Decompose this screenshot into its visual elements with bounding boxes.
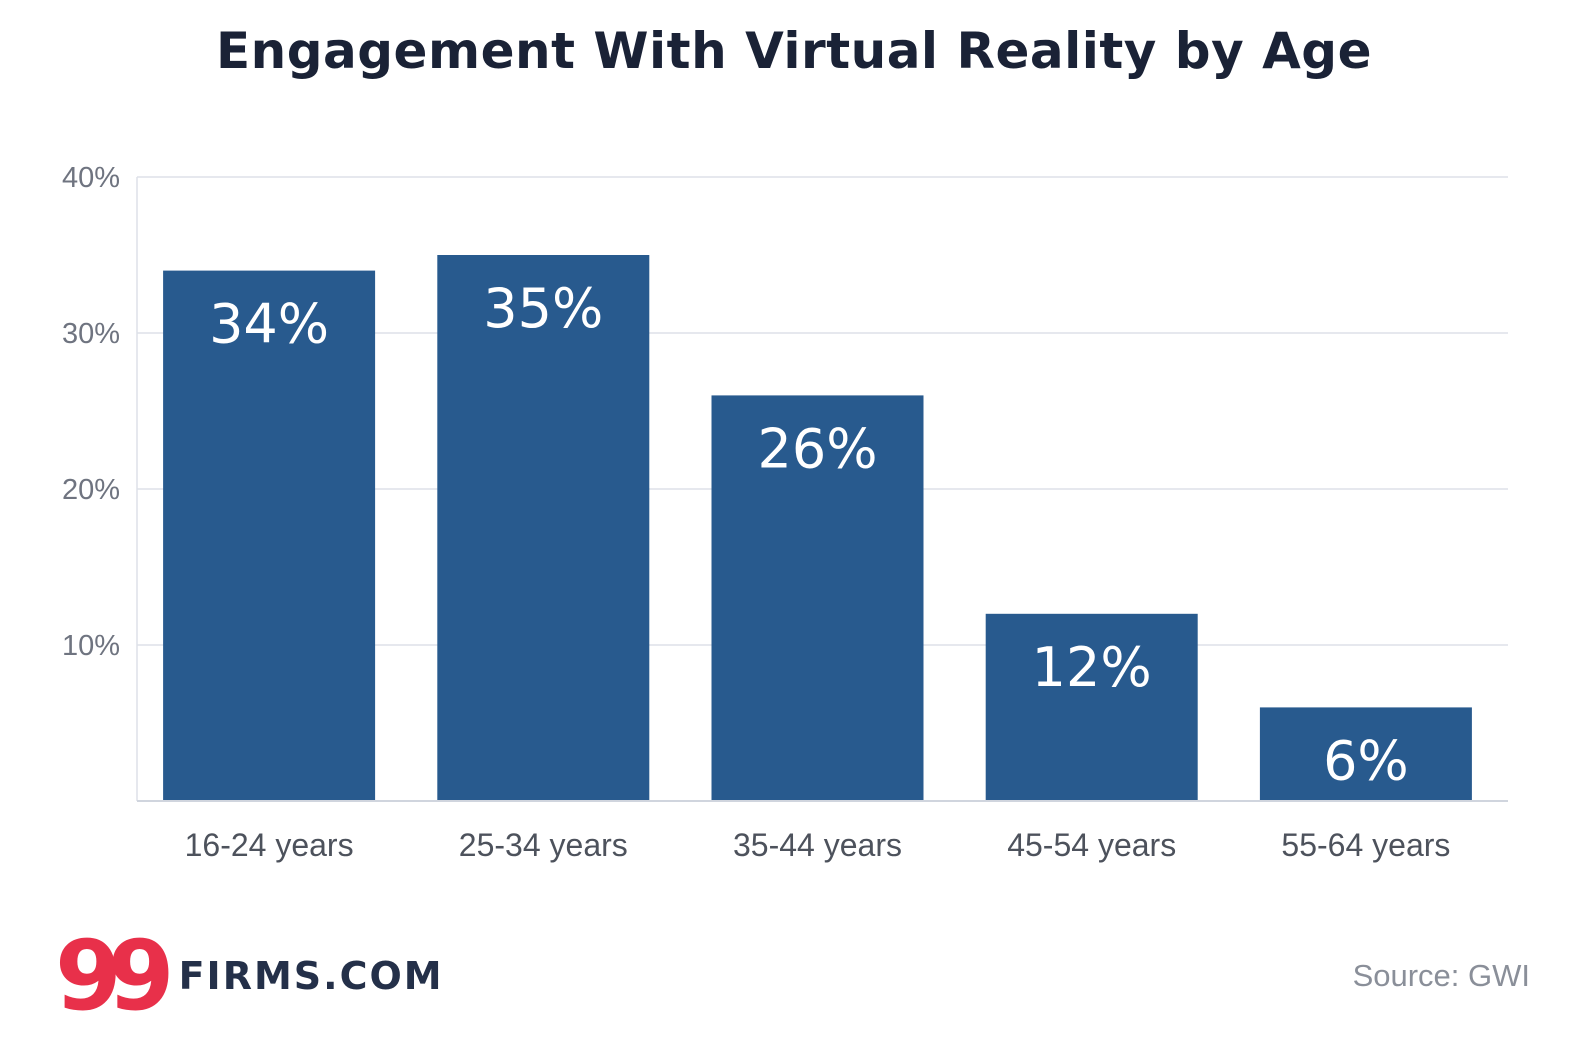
x-category-label: 25-34 years <box>459 827 628 863</box>
logo-99-mark: 99 <box>55 920 175 1032</box>
x-category-label: 45-54 years <box>1007 827 1176 863</box>
bar-value-label: 12% <box>1032 636 1152 699</box>
bar-55-64-years <box>1259 707 1472 801</box>
bar-value-label: 26% <box>757 417 877 480</box>
bar-45-54-years <box>985 613 1198 801</box>
bar-35-44-years <box>711 395 924 801</box>
bar-value-label: 6% <box>1323 729 1409 792</box>
brand-logo: 99 FIRMS.COM <box>55 928 444 1024</box>
logo-text: FIRMS.COM <box>178 954 444 998</box>
bar-value-label: 35% <box>483 277 603 340</box>
x-category-label: 55-64 years <box>1281 827 1450 863</box>
source-note: Source: GWI <box>1352 958 1530 993</box>
chart-title: Engagement With Virtual Reality by Age <box>215 22 1372 80</box>
bar-value-label: 34% <box>209 293 329 356</box>
x-category-label: 35-44 years <box>733 827 902 863</box>
y-tick-label: 20% <box>62 474 120 506</box>
bar-16-24-years <box>163 270 376 802</box>
y-tick-label: 40% <box>62 162 120 194</box>
y-tick-label: 10% <box>62 630 120 662</box>
x-category-label: 16-24 years <box>185 827 354 863</box>
bar-25-34-years <box>437 255 650 801</box>
bar-chart: 10% 20% 30% 40% 34% 16-24 years 35% 25-34 years… <box>62 162 1508 863</box>
y-tick-label: 30% <box>62 318 120 350</box>
